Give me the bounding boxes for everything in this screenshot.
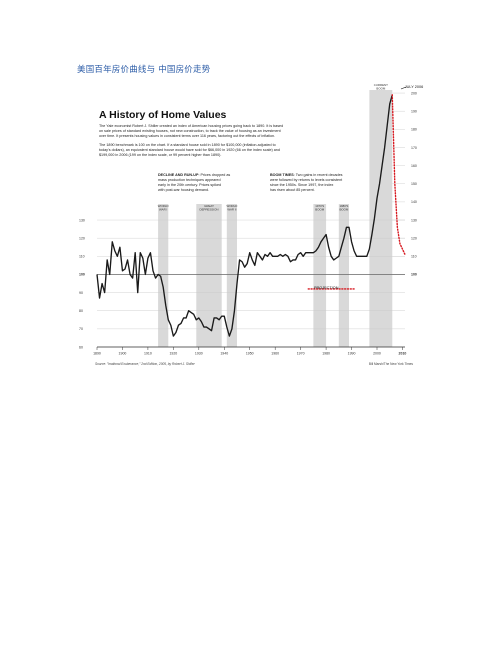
period-label: CURRENT bbox=[374, 84, 388, 87]
shaded-period bbox=[226, 204, 237, 347]
period-label: WAR II bbox=[227, 208, 236, 212]
y-tick-label-right: 170 bbox=[411, 146, 417, 150]
y-tick-label-right: 160 bbox=[411, 164, 417, 168]
source-note: Source: "Irrational Exuberance," 2nd Edi… bbox=[95, 362, 196, 366]
home-values-figure: A History of Home Values The Yale econom… bbox=[77, 83, 435, 374]
chart-headline: A History of Home Values bbox=[99, 109, 227, 121]
x-tick-label: 1990 bbox=[348, 352, 356, 356]
period-label: BOOM bbox=[339, 208, 348, 212]
benchmark-line: The 1890 benchmark is 100 on the chart. … bbox=[99, 143, 276, 147]
y-tick-label-right: 180 bbox=[411, 128, 417, 132]
shaded-period bbox=[158, 204, 169, 347]
period-label: BOOM bbox=[315, 208, 324, 212]
y-tick-label-right: 140 bbox=[411, 200, 417, 204]
intro-line: The Yale economist Robert J. Shiller cre… bbox=[99, 124, 283, 128]
x-tick-label: 1930 bbox=[195, 352, 203, 356]
period-label: 1970'S bbox=[315, 204, 324, 208]
x-tick-label: 1940 bbox=[220, 352, 228, 356]
credit-note: Bill Marsh/The New York Times bbox=[369, 362, 414, 366]
y-tick-label-right: 190 bbox=[411, 110, 417, 114]
benchmark-line: today's dollars), an equivalent standard… bbox=[99, 148, 280, 152]
decline-callout: DECLINE AND RUN-UP: Prices dropped as ma… bbox=[158, 173, 230, 192]
projection-callout: PROJECTION bbox=[314, 286, 339, 290]
boom-line: has risen about 85 percent. bbox=[270, 188, 315, 192]
shaded-period bbox=[338, 204, 349, 347]
period-label: WORLD bbox=[158, 204, 169, 208]
y-tick-label: 100 bbox=[79, 273, 85, 277]
y-tick-label-right: 120 bbox=[411, 236, 417, 240]
period-label: DEPRESSION bbox=[200, 208, 219, 212]
intro-line: on sale prices of standard existing hous… bbox=[99, 129, 281, 133]
y-tick-label-right: 130 bbox=[411, 218, 417, 222]
boom-callout: BOOM TIMES: Two gains in recent decades … bbox=[270, 173, 343, 192]
y-tick-label-right: 150 bbox=[411, 182, 417, 186]
decline-line: with post-war housing demand. bbox=[158, 188, 209, 192]
y-tick-label: 80 bbox=[79, 309, 83, 313]
boom-line: were followed by returns to levels consi… bbox=[270, 178, 342, 182]
home-values-chart: A History of Home Values The Yale econom… bbox=[79, 83, 423, 366]
boom-line: Two gains in recent decades bbox=[296, 173, 343, 177]
decline-line: Prices dropped as bbox=[201, 173, 231, 177]
y-tick-label: 130 bbox=[79, 218, 85, 222]
x-tick-label: 1890 bbox=[93, 352, 101, 356]
x-tick-label: 1950 bbox=[246, 352, 254, 356]
y-tick-label: 90 bbox=[79, 291, 83, 295]
decline-line: early in the 20th century. Prices spiked bbox=[158, 183, 221, 187]
svg-text:BOOM TIMES: Two gains in recen: BOOM TIMES: Two gains in recent decades bbox=[270, 173, 343, 177]
period-label: WORLD bbox=[227, 204, 238, 208]
x-tick-label: 1980 bbox=[322, 352, 330, 356]
y-tick-label-right: 110 bbox=[411, 255, 417, 259]
benchmark-line: $199,000 in 2006 (199 on the index scale… bbox=[99, 153, 221, 157]
decline-title: DECLINE AND RUN-UP bbox=[158, 173, 199, 177]
document-title: 美国百年房价曲线与 中国房价走势 bbox=[77, 65, 211, 75]
x-tick-label: 1960 bbox=[271, 352, 279, 356]
y-tick-label: 60 bbox=[79, 345, 83, 349]
x-tick-label: 1910 bbox=[144, 352, 152, 356]
x-tick-label: 1900 bbox=[119, 352, 127, 356]
x-tick-label: 2000 bbox=[373, 352, 381, 356]
shaded-period bbox=[369, 90, 393, 347]
decline-line: mass production techniques appeared bbox=[158, 178, 221, 182]
shaded-period bbox=[196, 204, 222, 347]
period-label: WAR I bbox=[159, 208, 167, 212]
intro-text: The Yale economist Robert J. Shiller cre… bbox=[99, 124, 283, 157]
projection-line bbox=[391, 94, 406, 256]
x-tick-label: 2010 bbox=[399, 352, 407, 356]
y-tick-label: 70 bbox=[79, 327, 83, 331]
period-label: BOOM bbox=[376, 87, 385, 91]
period-label: 1980'S bbox=[339, 204, 348, 208]
y-tick-label-right: 100 bbox=[411, 273, 417, 277]
july-2006-arrow bbox=[400, 86, 407, 90]
boom-title: BOOM TIMES bbox=[270, 173, 294, 177]
shaded-period bbox=[313, 204, 327, 347]
x-tick-label: 1920 bbox=[169, 352, 177, 356]
svg-text:DECLINE AND RUN-UP: Prices dro: DECLINE AND RUN-UP: Prices dropped as bbox=[158, 173, 230, 177]
y-tick-label: 110 bbox=[79, 255, 85, 259]
index-line bbox=[96, 94, 393, 337]
y-tick-label: 120 bbox=[79, 236, 85, 240]
period-label: GREAT bbox=[204, 204, 214, 208]
boom-line: since the 1950s. Since 1997, the index bbox=[270, 183, 334, 187]
intro-line: over time. It presents housing values in… bbox=[99, 134, 275, 138]
x-tick-label: 1970 bbox=[297, 352, 305, 356]
y-tick-label-right: 200 bbox=[411, 91, 417, 95]
projection-label: PROJECTION bbox=[314, 286, 339, 290]
july-2006-label: JULY 2006 bbox=[405, 85, 423, 89]
